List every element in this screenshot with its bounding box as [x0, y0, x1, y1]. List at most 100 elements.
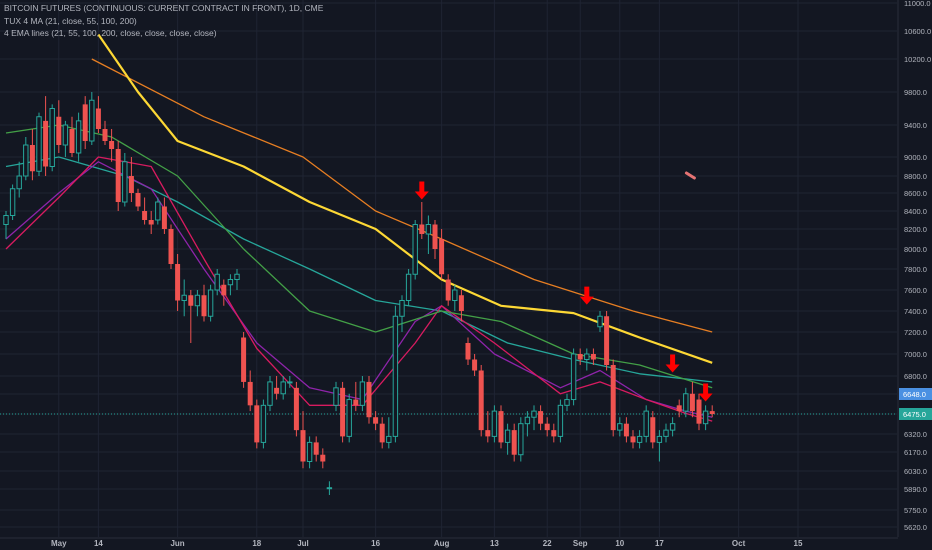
candle-body[interactable] [234, 273, 240, 280]
candle-body[interactable] [142, 211, 148, 220]
candle-body[interactable] [29, 145, 35, 172]
candle-body[interactable] [445, 279, 451, 301]
candle-body[interactable] [75, 120, 82, 154]
candle-body[interactable] [419, 224, 425, 235]
candle-body[interactable] [353, 399, 359, 406]
candle-body[interactable] [214, 273, 220, 291]
candle-body[interactable] [69, 129, 75, 153]
candle-body[interactable] [564, 399, 570, 406]
candle-body[interactable] [432, 224, 438, 250]
candle-body[interactable] [16, 175, 22, 190]
candle-body[interactable] [95, 108, 101, 130]
candle-body[interactable] [128, 176, 134, 193]
candle-body[interactable] [201, 295, 207, 317]
candle-body[interactable] [696, 399, 702, 424]
candle-body[interactable] [452, 289, 458, 301]
candle-body[interactable] [491, 410, 498, 437]
candle-body[interactable] [333, 387, 339, 406]
candle-body[interactable] [504, 429, 511, 443]
candle-body[interactable] [109, 141, 115, 149]
candle-body[interactable] [511, 430, 517, 455]
candle-body[interactable] [340, 387, 346, 437]
candle-body[interactable] [122, 161, 128, 203]
candle-body[interactable] [643, 410, 649, 437]
candle-body[interactable] [194, 294, 201, 307]
candle-body[interactable] [399, 300, 405, 317]
candle-body[interactable] [56, 116, 62, 145]
candle-body[interactable] [379, 423, 385, 443]
candle-body[interactable] [669, 423, 676, 431]
candle-body[interactable] [188, 295, 194, 306]
candle-body[interactable] [247, 381, 253, 406]
candle-body[interactable] [597, 315, 603, 328]
candle-body[interactable] [544, 423, 550, 431]
candle-body[interactable] [689, 393, 695, 412]
candle-body[interactable] [293, 387, 299, 431]
candle-body[interactable] [636, 435, 643, 443]
candle-body[interactable] [9, 188, 16, 216]
candle-body[interactable] [570, 353, 577, 401]
candle-body[interactable] [458, 295, 464, 311]
candle-body[interactable] [82, 104, 88, 141]
candle-body[interactable] [36, 116, 42, 172]
candle-body[interactable] [287, 381, 293, 384]
candle-body[interactable] [181, 294, 187, 301]
candle-body[interactable] [373, 417, 379, 424]
candle-body[interactable] [485, 430, 491, 437]
candle-body[interactable] [524, 416, 531, 425]
candle-body[interactable] [207, 289, 214, 317]
candle-body[interactable] [254, 405, 260, 443]
candle-body[interactable] [89, 99, 95, 142]
candle-body[interactable] [604, 316, 610, 365]
candle-body[interactable] [175, 264, 181, 301]
candle-body[interactable] [538, 411, 544, 424]
candle-body[interactable] [518, 423, 524, 456]
candle-body[interactable] [702, 410, 709, 425]
candle-body[interactable] [623, 423, 629, 437]
candle-body[interactable] [610, 365, 616, 431]
candle-body[interactable] [392, 315, 399, 437]
ma-study-legend[interactable]: TUX 4 MA (21, close, 55, 100, 200) [4, 16, 137, 26]
candle-body[interactable] [346, 399, 352, 437]
candle-body[interactable] [227, 279, 234, 286]
candle-body[interactable] [425, 224, 432, 235]
candle-body[interactable] [498, 411, 504, 443]
candle-body[interactable] [577, 354, 583, 360]
candle-body[interactable] [709, 411, 715, 414]
candle-body[interactable] [617, 423, 623, 431]
candle-body[interactable] [326, 487, 333, 490]
candle-body[interactable] [313, 442, 319, 455]
candle-body[interactable] [280, 381, 286, 395]
candle-body[interactable] [115, 149, 121, 202]
candle-body[interactable] [405, 273, 412, 301]
candle-body[interactable] [320, 454, 326, 462]
candle-body[interactable] [663, 429, 669, 437]
candle-body[interactable] [267, 381, 273, 406]
candle-body[interactable] [161, 206, 167, 230]
candle-body[interactable] [656, 435, 663, 443]
candle-body[interactable] [478, 370, 484, 431]
candle-body[interactable] [62, 124, 69, 146]
candle-body[interactable] [300, 430, 306, 462]
candle-body[interactable] [590, 354, 596, 360]
candle-body[interactable] [241, 337, 247, 382]
candle-body[interactable] [366, 381, 372, 418]
candle-body[interactable] [306, 441, 313, 462]
candle-body[interactable] [3, 215, 9, 225]
candle-body[interactable] [135, 193, 141, 207]
candle-body[interactable] [359, 381, 366, 406]
ema-study-legend[interactable]: 4 EMA lines (21, 55, 100, 200, close, cl… [4, 28, 217, 38]
candle-body[interactable] [260, 404, 267, 443]
candle-body[interactable] [472, 359, 478, 371]
candle-body[interactable] [43, 120, 49, 167]
candle-body[interactable] [557, 404, 564, 437]
candle-body[interactable] [584, 353, 590, 360]
candle-body[interactable] [439, 239, 445, 275]
candle-body[interactable] [168, 229, 174, 264]
candle-body[interactable] [23, 144, 29, 177]
candle-body[interactable] [386, 435, 392, 443]
candle-body[interactable] [650, 417, 656, 443]
candle-body[interactable] [102, 129, 108, 141]
candle-body[interactable] [551, 430, 557, 437]
